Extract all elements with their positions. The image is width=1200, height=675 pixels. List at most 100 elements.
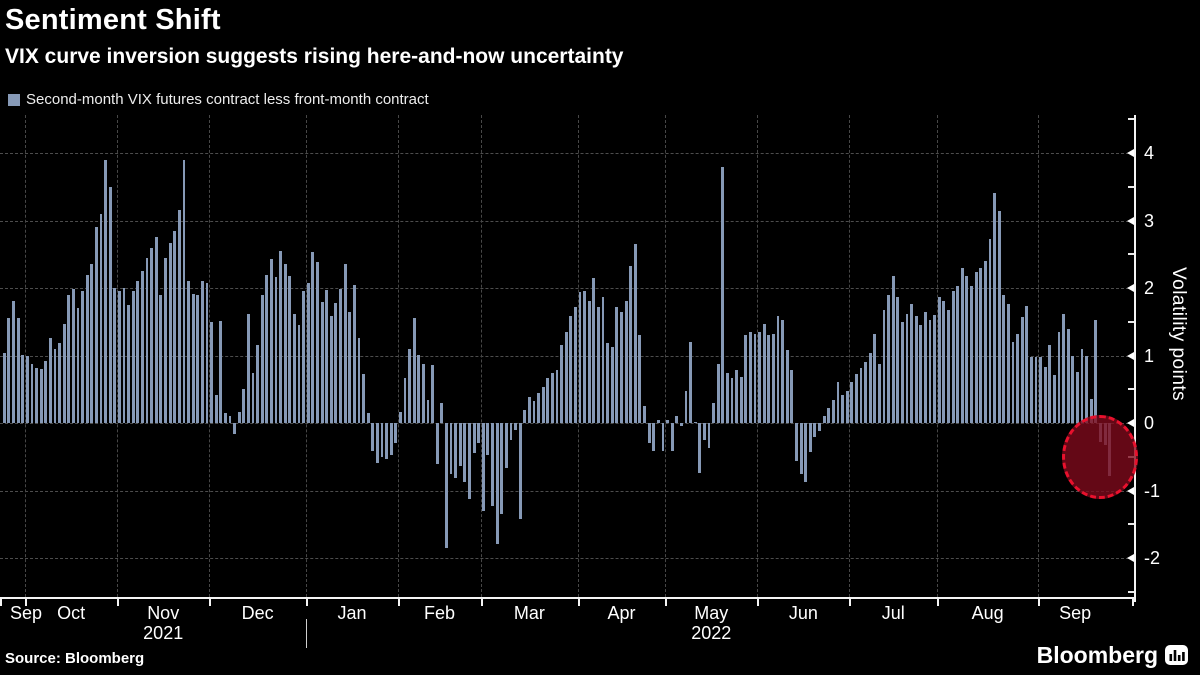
month-gridline <box>481 115 482 597</box>
vix-spread-bar <box>44 360 48 423</box>
vix-spread-bar <box>435 423 439 464</box>
vix-spread-bar <box>1094 320 1098 423</box>
y-tick-label: 3 <box>1144 210 1155 231</box>
vix-spread-bar <box>159 294 163 423</box>
vix-spread-bar <box>818 423 821 432</box>
vix-spread-bar <box>449 423 453 475</box>
vix-spread-bar <box>352 285 356 423</box>
legend-swatch-icon <box>8 93 20 106</box>
vix-spread-bar <box>343 264 347 423</box>
y-axis-title: Volatility points <box>1168 267 1189 402</box>
year-separator <box>305 619 308 648</box>
year-label: 2022 <box>691 623 732 643</box>
vix-spread-bar <box>859 368 863 423</box>
y-tick-label: -2 <box>1144 548 1161 568</box>
vix-spread-bar <box>495 423 499 544</box>
vix-spread-bar <box>965 275 969 423</box>
y-minor-tick <box>1128 590 1134 593</box>
vix-spread-bar <box>974 271 978 423</box>
y-gridline <box>0 220 1134 222</box>
vix-spread-bar <box>417 354 421 423</box>
vix-spread-bar <box>246 313 250 423</box>
vix-spread-bar <box>311 252 315 423</box>
vix-spread-bar <box>831 400 835 423</box>
vix-spread-bar <box>214 394 218 423</box>
vix-spread-bar <box>864 361 867 423</box>
y-tick-label: 1 <box>1144 345 1155 366</box>
month-tick <box>398 598 401 606</box>
month-tick <box>25 598 28 606</box>
axis-end-tick <box>1132 598 1134 606</box>
vix-spread-bar <box>781 320 785 423</box>
vix-spread-bar <box>564 331 568 423</box>
month-tick <box>305 598 308 606</box>
vix-spread-bar <box>1016 333 1019 423</box>
vix-spread-bar <box>85 274 89 423</box>
vix-spread-bar <box>53 349 57 423</box>
vix-spread-bar <box>684 391 688 423</box>
vix-spread-bar <box>90 264 94 423</box>
vix-spread-bar <box>385 423 388 460</box>
vix-spread-bar <box>799 423 803 475</box>
vix-spread-bar <box>850 381 854 423</box>
y-gridline <box>0 288 1134 289</box>
vix-spread-bar <box>39 369 43 423</box>
vix-spread-bar <box>647 423 651 443</box>
vix-spread-bar <box>1043 366 1047 423</box>
vix-spread-bar <box>2 353 6 423</box>
y-gridline <box>0 490 1134 492</box>
vix-spread-bar <box>348 312 352 423</box>
vix-spread-bar <box>440 402 444 423</box>
vix-spread-bar <box>1080 348 1084 423</box>
vix-spread-bar <box>504 423 508 468</box>
vix-spread-bar <box>463 423 467 483</box>
vix-spread-bar <box>334 302 338 423</box>
vix-spread-bar <box>836 381 840 423</box>
vix-spread-bar <box>237 411 241 423</box>
year-label: 2021 <box>143 623 184 643</box>
month-label: Sep <box>9 603 43 623</box>
vix-spread-bar <box>601 297 605 423</box>
vix-spread-bar <box>375 423 379 463</box>
month-gridline <box>665 115 667 597</box>
vix-spread-bar <box>597 306 600 423</box>
source-credit: Source: Bloomberg <box>5 650 145 667</box>
month-gridline <box>849 115 851 597</box>
vix-spread-bar <box>316 261 319 423</box>
vix-spread-bar <box>426 400 430 423</box>
highlight-circle <box>1062 414 1139 499</box>
vix-spread-bar <box>905 313 909 423</box>
y-minor-tick <box>1128 320 1134 323</box>
y-major-tick <box>1127 149 1134 157</box>
vix-spread-bar <box>1089 398 1093 423</box>
month-tick <box>1038 598 1041 606</box>
vix-spread-bar <box>108 186 112 423</box>
vix-spread-bar <box>122 288 126 423</box>
vix-spread-bar <box>76 308 80 423</box>
vix-spread-bar <box>569 315 573 423</box>
vix-spread-bar <box>35 367 38 423</box>
vix-spread-bar <box>58 342 61 423</box>
y-minor-tick <box>1128 523 1134 526</box>
vix-spread-bar <box>698 423 702 473</box>
vix-spread-bar <box>136 281 140 423</box>
vix-spread-bar <box>205 282 209 423</box>
vix-spread-bar <box>362 373 365 423</box>
vix-spread-bar <box>776 315 780 423</box>
vix-spread-bar <box>670 423 674 452</box>
bloomberg-chart-bubble-icon <box>1165 645 1188 666</box>
vix-spread-bar <box>804 423 808 483</box>
y-major-tick <box>1127 284 1134 292</box>
vix-spread-bar <box>481 423 485 511</box>
vix-spread-bar <box>302 291 306 423</box>
vix-spread-bar <box>643 406 646 423</box>
vix-spread-bar <box>947 310 950 423</box>
vix-spread-bar <box>841 394 844 423</box>
month-label: Jun <box>788 603 818 623</box>
month-label: Nov <box>147 603 180 623</box>
month-label: Dec <box>241 603 274 623</box>
vix-spread-bar <box>1039 356 1043 423</box>
vix-spread-bar <box>758 331 762 423</box>
vix-spread-bar <box>200 281 204 423</box>
